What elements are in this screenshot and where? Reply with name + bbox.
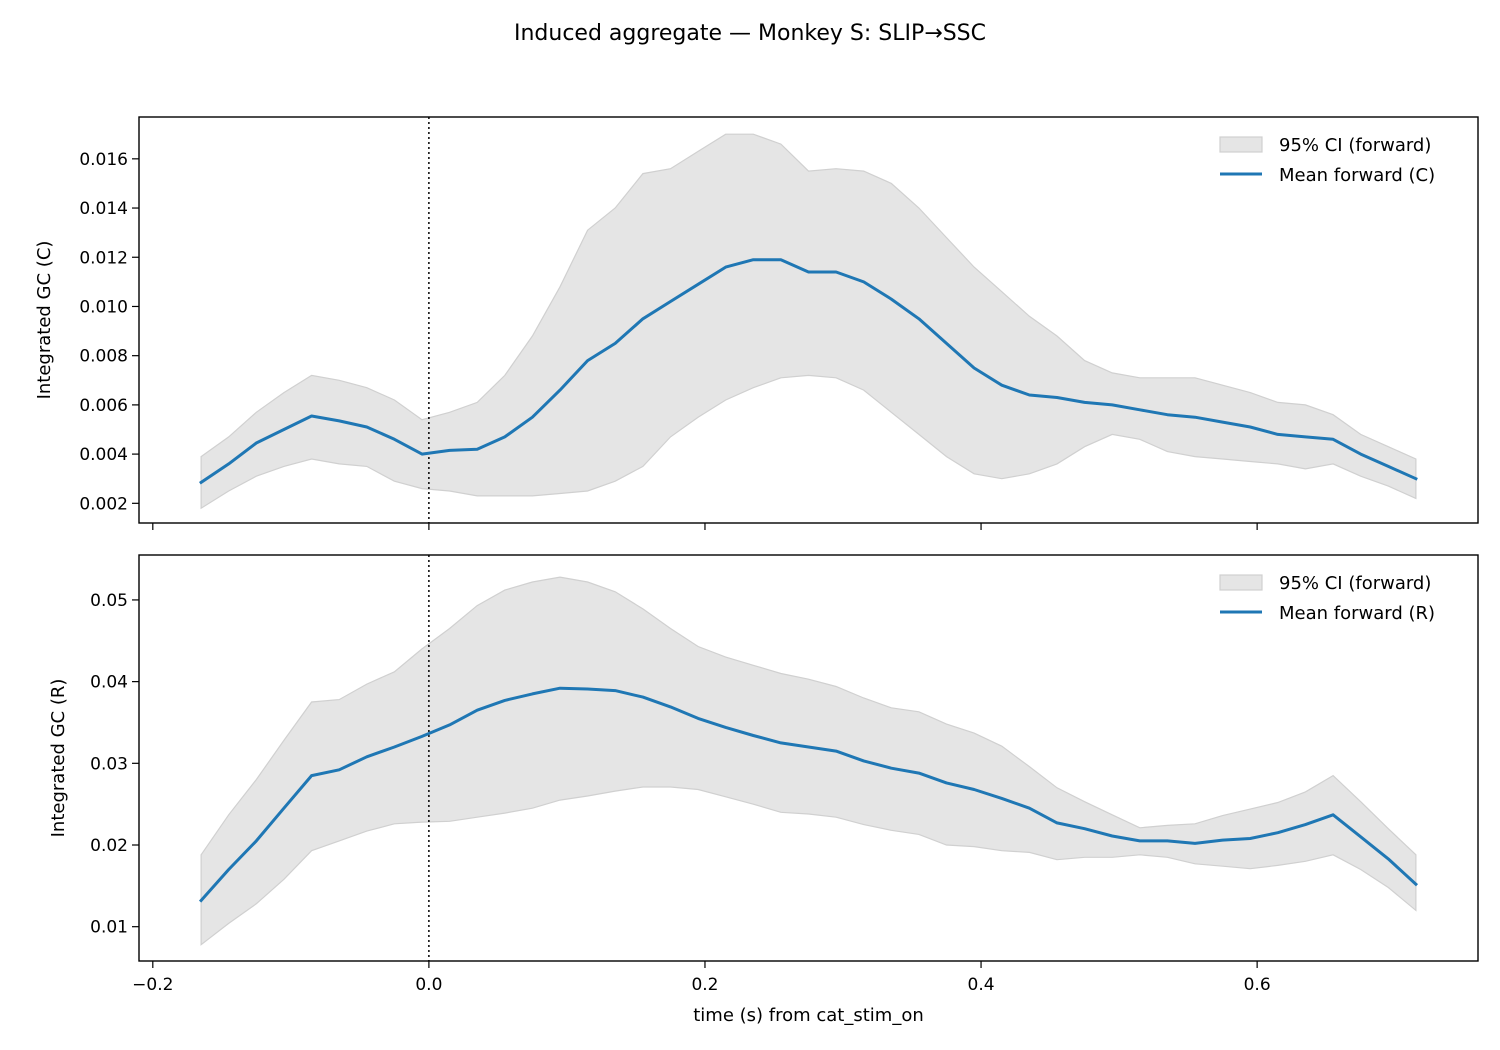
top-panel: 0.002 0.004 0.006 0.008 0.010 0.012 0.014 0.016…	[34, 116, 1479, 530]
y-tick-label: 0.002	[79, 494, 128, 514]
y-tick-label: 0.03	[90, 754, 128, 774]
figure-title: Induced aggregate — Monkey S: SLIP→SSC	[514, 21, 986, 46]
legend-ci-swatch	[1219, 136, 1263, 153]
y-tick-label: 0.016	[79, 150, 128, 170]
axes-frame	[138, 554, 1479, 962]
x-tick-label: 0.0	[415, 975, 442, 995]
y-tick-label: 0.04	[90, 673, 128, 693]
x-tick-label: 0.6	[1244, 975, 1271, 995]
y-tick-label: 0.010	[79, 297, 128, 317]
ci-band	[200, 133, 1417, 510]
y-tick-label: 0.05	[90, 591, 128, 611]
y-tick-label: 0.006	[79, 396, 128, 416]
x-tick-label: −0.2	[132, 975, 173, 995]
x-tick-label: 0.2	[691, 975, 718, 995]
y-tick-label: 0.008	[79, 347, 128, 367]
ci-band	[200, 576, 1417, 946]
legend-ci-swatch	[1219, 574, 1263, 591]
legend-ci-label: 95% CI (forward)	[1279, 135, 1431, 156]
y-tick-label: 0.014	[79, 199, 128, 219]
mean-line	[199, 258, 1418, 485]
y-axis-label: Integrated GC (C)	[34, 241, 55, 400]
x-axis-label: time (s) from cat_stim_on	[693, 1005, 924, 1026]
y-tick-label: 0.02	[90, 836, 128, 856]
y-tick-label: 0.012	[79, 248, 128, 268]
legend-mean-label: Mean forward (R)	[1279, 603, 1435, 624]
legend-ci-label: 95% CI (forward)	[1279, 573, 1431, 594]
legend: 95% CI (forward) Mean forward (R)	[1219, 573, 1435, 624]
legend: 95% CI (forward) Mean forward (C)	[1219, 135, 1435, 186]
axes-frame	[138, 116, 1479, 524]
x-tick-label: 0.4	[968, 975, 995, 995]
y-axis-label: Integrated GC (R)	[48, 679, 69, 838]
y-tick-label: 0.01	[90, 918, 128, 938]
y-tick-label: 0.004	[79, 445, 128, 465]
legend-mean-label: Mean forward (C)	[1279, 165, 1435, 186]
bottom-panel: 0.01 0.02 0.03 0.04 0.05 −0.2 0.0 0.2 0.4 0.6 Inte…	[48, 554, 1479, 1026]
mean-line	[198, 686, 1419, 903]
